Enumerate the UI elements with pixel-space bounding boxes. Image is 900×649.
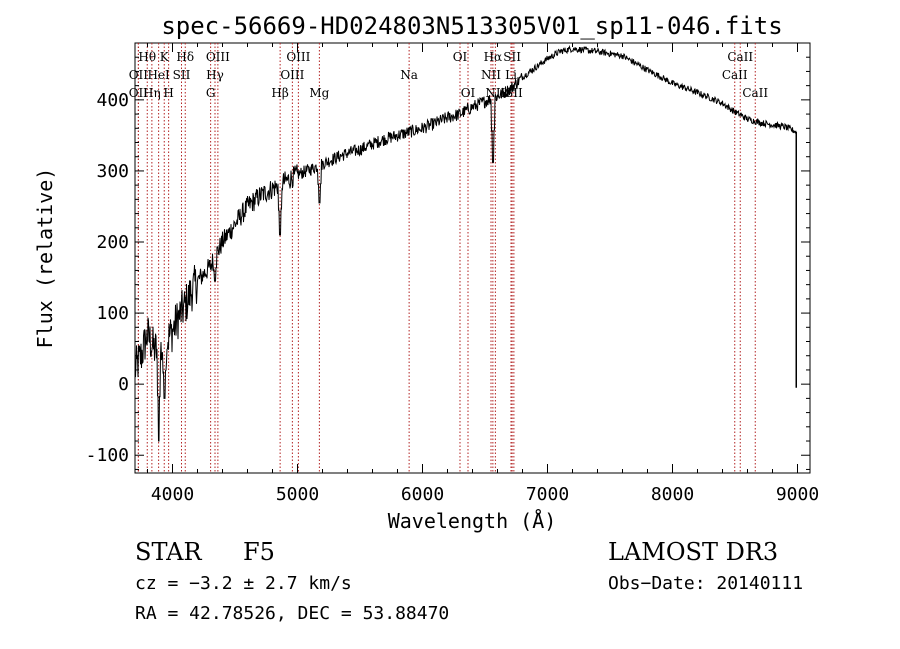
line-marker-label: Li [505, 68, 517, 82]
line-marker-label: Hθ [138, 50, 156, 64]
x-tick-label: 5000 [276, 484, 319, 505]
line-marker-label: OI [453, 50, 468, 64]
info-panel: STAR F5 LAMOST DR3 cz = −3.2 ± 2.7 km/s … [135, 538, 803, 624]
line-marker-label: OIII [206, 50, 230, 64]
line-marker-label: Hα [484, 50, 503, 64]
y-tick-label: 400 [96, 90, 129, 111]
x-tick-label: 8000 [651, 484, 694, 505]
x-tick-label: 7000 [526, 484, 569, 505]
line-marker-label: OII [129, 68, 149, 82]
line-marker-label: SII [503, 50, 521, 64]
x-axis-label: Wavelength (Å) [388, 509, 557, 533]
line-marker-label: OII [129, 86, 149, 100]
line-marker-label: OI [461, 86, 476, 100]
line-marker-label: CaII [742, 86, 768, 100]
line-marker-label: Na [400, 68, 418, 82]
x-axis: 4000 5000 6000 7000 8000 9000 [147, 43, 819, 505]
x-tick-label: 6000 [401, 484, 444, 505]
x-tick-label: 9000 [776, 484, 819, 505]
y-tick-label: 300 [96, 161, 129, 182]
observation-date: Obs−Date: 20140111 [608, 573, 803, 594]
object-subclass: F5 [243, 538, 275, 566]
line-marker-label: NII [481, 68, 501, 82]
survey-name: LAMOST DR3 [608, 538, 778, 566]
chart-title: spec-56669-HD024803N513305V01_sp11-046.f… [161, 12, 782, 40]
spectrum-line [134, 44, 797, 442]
line-marker-label: G [206, 86, 216, 100]
line-marker-label: Hη [143, 86, 161, 100]
y-tick-label: 0 [118, 374, 129, 395]
y-tick-label: 200 [96, 232, 129, 253]
line-marker-label: SII [173, 68, 191, 82]
line-marker-label: HeI [147, 68, 170, 82]
line-marker-label: Mg [309, 86, 329, 100]
object-class: STAR [135, 538, 202, 566]
y-tick-label: 100 [96, 303, 129, 324]
x-tick-label: 4000 [151, 484, 194, 505]
line-marker-label: OIII [286, 50, 310, 64]
spectrum-series [134, 44, 797, 442]
line-marker-label: Hβ [271, 86, 288, 100]
y-axis-label: Flux (relative) [33, 168, 57, 349]
y-tick-label: -100 [86, 445, 129, 466]
line-marker-label: H [163, 86, 173, 100]
line-marker-label: CaII [727, 50, 753, 64]
line-marker-label: Hδ [176, 50, 194, 64]
emission-line-markers [137, 43, 756, 473]
line-marker-label: CaII [722, 68, 748, 82]
line-marker-label: Hγ [206, 68, 224, 82]
coordinates: RA = 42.78526, DEC = 53.88470 [135, 603, 449, 624]
line-marker-label: OIII [280, 68, 304, 82]
redshift-cz: cz = −3.2 ± 2.7 km/s [135, 573, 352, 594]
line-marker-label: K [160, 50, 170, 64]
y-axis: -100 0 100 200 300 400 [86, 56, 810, 470]
